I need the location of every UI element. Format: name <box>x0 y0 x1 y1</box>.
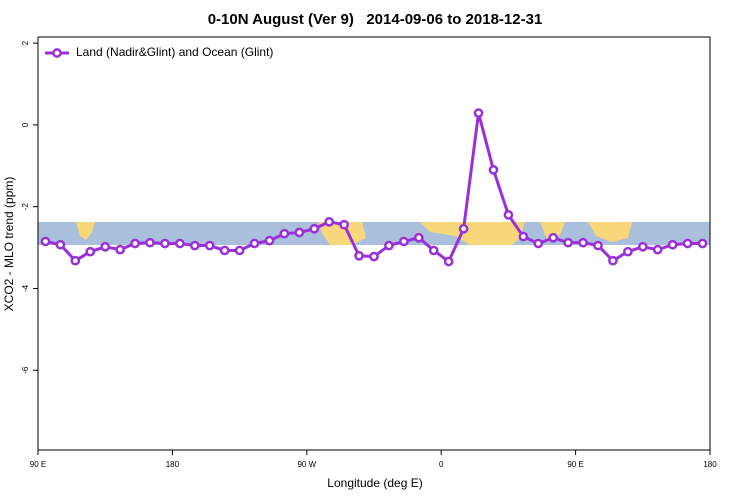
x-tick-label: 180 <box>166 460 180 469</box>
point <box>234 245 245 256</box>
x-tick-label: 90 W <box>297 460 316 469</box>
point <box>249 238 260 249</box>
chart-title: 0-10N August (Ver 9) 2014-09-06 to 2018-… <box>208 11 543 28</box>
point <box>548 232 559 243</box>
point <box>503 210 514 220</box>
point <box>608 255 618 266</box>
legend-label: Land (Nadir&Glint) and Ocean (Glint) <box>76 45 273 59</box>
point <box>399 236 409 247</box>
point <box>204 240 215 251</box>
point <box>175 238 185 249</box>
point <box>384 240 394 251</box>
point <box>652 244 663 255</box>
point <box>115 244 125 255</box>
y-tick-label: -6 <box>21 366 30 374</box>
point <box>309 223 320 234</box>
point <box>578 237 588 248</box>
point <box>473 108 484 118</box>
point <box>70 255 81 266</box>
map-strip <box>38 222 710 245</box>
point <box>189 240 200 251</box>
y-tick-label: -2 <box>21 203 30 211</box>
point <box>339 219 349 230</box>
point <box>130 238 140 249</box>
point <box>160 238 170 249</box>
point <box>443 256 454 267</box>
y-tick-label: 0 <box>21 122 30 127</box>
x-axis-label: Longitude (deg E) <box>327 476 422 490</box>
point <box>637 241 648 252</box>
point <box>40 236 51 247</box>
point <box>682 238 693 249</box>
point <box>354 250 364 261</box>
point <box>488 165 499 175</box>
y-tick-label: 2 <box>21 40 30 45</box>
x-tick-label: 0 <box>439 460 444 469</box>
point <box>55 239 66 250</box>
legend-marker <box>52 48 62 58</box>
point <box>667 239 678 250</box>
x-tick-label: 90 E <box>30 460 46 469</box>
y-axis-label: XCO2 - MLO trend (ppm) <box>2 177 16 312</box>
point <box>145 237 155 248</box>
point <box>219 245 230 256</box>
x-tick-label: 90 E <box>567 460 583 469</box>
point <box>428 245 439 256</box>
point <box>294 227 305 238</box>
point <box>369 251 379 262</box>
point <box>563 237 573 248</box>
y-tick-label: -4 <box>21 284 30 292</box>
point <box>593 240 603 251</box>
point <box>697 238 708 249</box>
point <box>264 235 275 246</box>
point <box>100 241 111 252</box>
point <box>413 232 424 243</box>
point <box>85 246 96 257</box>
point <box>518 231 529 242</box>
point <box>458 223 469 234</box>
point <box>623 246 633 257</box>
x-tick-label: 180 <box>703 460 717 469</box>
point <box>279 228 290 239</box>
plot-frame <box>37 36 711 451</box>
point <box>324 216 335 227</box>
point <box>533 238 544 249</box>
